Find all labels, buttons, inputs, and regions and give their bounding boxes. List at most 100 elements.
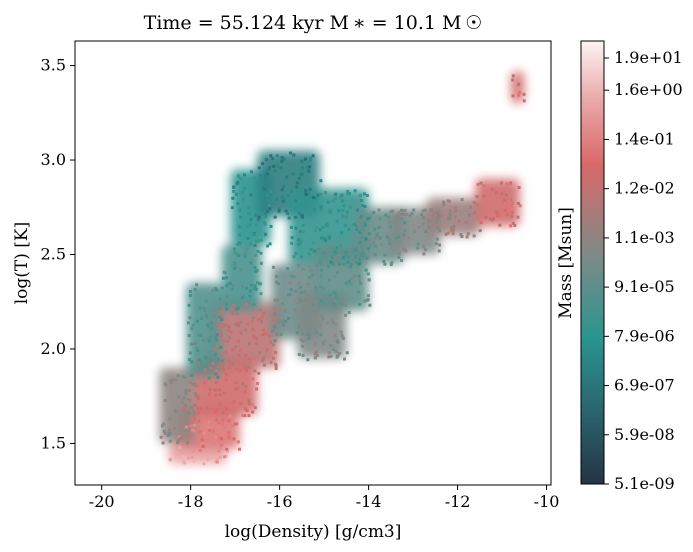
heatmap-cell bbox=[316, 193, 320, 197]
heatmap-cell bbox=[359, 245, 363, 249]
heatmap-cell bbox=[199, 402, 203, 406]
heatmap-cell bbox=[421, 209, 425, 213]
heatmap-cell bbox=[262, 356, 266, 360]
heatmap-cell bbox=[518, 90, 522, 94]
heatmap-cell bbox=[484, 216, 488, 220]
heatmap-cell bbox=[242, 294, 246, 298]
heatmap-cell bbox=[239, 331, 243, 335]
heatmap-cell bbox=[192, 429, 196, 433]
heatmap-cell bbox=[336, 340, 340, 344]
heatmap-cell bbox=[232, 400, 236, 404]
heatmap-cell bbox=[295, 331, 299, 335]
heatmap-cell bbox=[239, 215, 243, 219]
heatmap-cell bbox=[268, 242, 272, 246]
heatmap-cell bbox=[193, 403, 197, 407]
heatmap-cell bbox=[426, 197, 480, 236]
heatmap-cell bbox=[254, 213, 258, 217]
heatmap-cell bbox=[308, 308, 312, 312]
heatmap-cell bbox=[421, 222, 425, 226]
heatmap-cell bbox=[301, 344, 305, 348]
heatmap-cell bbox=[241, 382, 245, 386]
heatmap-cell bbox=[522, 92, 526, 96]
heatmap-cell bbox=[269, 341, 273, 345]
heatmap-cell bbox=[314, 330, 318, 334]
heatmap-cell bbox=[241, 284, 245, 288]
heatmap-cell bbox=[339, 244, 343, 248]
heatmap-cell bbox=[297, 176, 301, 180]
heatmap-cell bbox=[407, 236, 411, 240]
heatmap-cell bbox=[204, 299, 208, 303]
heatmap-cell bbox=[368, 303, 372, 307]
heatmap-cell bbox=[227, 419, 231, 423]
heatmap-cell bbox=[268, 334, 272, 338]
heatmap-cell bbox=[264, 215, 268, 219]
heatmap-cell bbox=[504, 208, 508, 212]
heatmap-cell bbox=[343, 303, 347, 307]
heatmap-cell bbox=[397, 211, 401, 215]
heatmap-cell bbox=[260, 319, 264, 323]
heatmap-cell bbox=[388, 225, 392, 229]
heatmap-cell bbox=[340, 193, 344, 197]
heatmap-cell bbox=[292, 255, 296, 259]
heatmap-cell bbox=[195, 283, 199, 287]
heatmap-cell bbox=[331, 199, 335, 203]
heatmap-cell bbox=[329, 343, 333, 347]
heatmap-cell bbox=[318, 228, 322, 232]
heatmap-cell bbox=[364, 268, 368, 272]
heatmap-cell bbox=[253, 266, 257, 270]
heatmap-cell bbox=[321, 226, 325, 230]
heatmap-cell bbox=[256, 214, 260, 218]
heatmap-cell bbox=[517, 93, 521, 97]
heatmap-cell bbox=[215, 460, 219, 464]
heatmap-cell bbox=[174, 378, 178, 382]
heatmap-cell bbox=[201, 338, 205, 342]
heatmap-cell bbox=[281, 199, 285, 203]
heatmap-cell bbox=[270, 187, 274, 191]
heatmap-cell bbox=[335, 219, 339, 223]
heatmap-cell bbox=[313, 356, 317, 360]
heatmap-cell bbox=[250, 170, 254, 174]
heatmap-cell bbox=[327, 236, 331, 240]
heatmap-cell bbox=[373, 227, 377, 231]
heatmap-cell bbox=[220, 426, 224, 430]
heatmap-cell bbox=[346, 264, 350, 268]
heatmap-cell bbox=[277, 207, 281, 211]
heatmap-cell bbox=[283, 309, 287, 313]
heatmap-cell bbox=[220, 318, 224, 322]
heatmap-cell bbox=[289, 225, 293, 229]
heatmap-cell bbox=[244, 407, 248, 411]
heatmap-cell bbox=[449, 226, 453, 230]
heatmap-cell bbox=[261, 358, 265, 362]
heatmap-cell bbox=[363, 299, 367, 303]
heatmap-cell bbox=[437, 210, 441, 214]
heatmap-cell bbox=[364, 237, 368, 241]
heatmap-cell bbox=[222, 339, 226, 343]
heatmap-cell bbox=[258, 282, 262, 286]
heatmap-cell bbox=[224, 378, 228, 382]
heatmap-cell bbox=[184, 425, 188, 429]
heatmap-cell bbox=[352, 246, 356, 250]
heatmap-cell bbox=[311, 154, 315, 158]
heatmap-cell bbox=[187, 303, 191, 307]
heatmap-cell bbox=[440, 213, 444, 217]
heatmap-cell bbox=[327, 355, 331, 359]
heatmap-cell bbox=[306, 169, 310, 173]
heatmap-cell bbox=[257, 371, 261, 375]
heatmap-cell bbox=[192, 410, 196, 414]
heatmap-cell bbox=[272, 325, 276, 329]
heatmap-cell bbox=[184, 443, 188, 447]
heatmap-cell bbox=[318, 260, 322, 264]
heatmap-cell bbox=[356, 223, 360, 227]
heatmap-cell bbox=[321, 317, 325, 321]
heatmap-cell bbox=[345, 351, 349, 355]
heatmap-cell bbox=[311, 303, 315, 307]
heatmap-cell bbox=[259, 292, 263, 296]
heatmap-cell bbox=[236, 306, 240, 310]
heatmap-cell bbox=[159, 367, 196, 444]
heatmap-cell bbox=[181, 459, 185, 463]
heatmap-cell bbox=[324, 191, 328, 195]
heatmap-cell bbox=[236, 242, 240, 246]
heatmap-cell bbox=[457, 219, 461, 223]
heatmap-cell bbox=[262, 311, 266, 315]
